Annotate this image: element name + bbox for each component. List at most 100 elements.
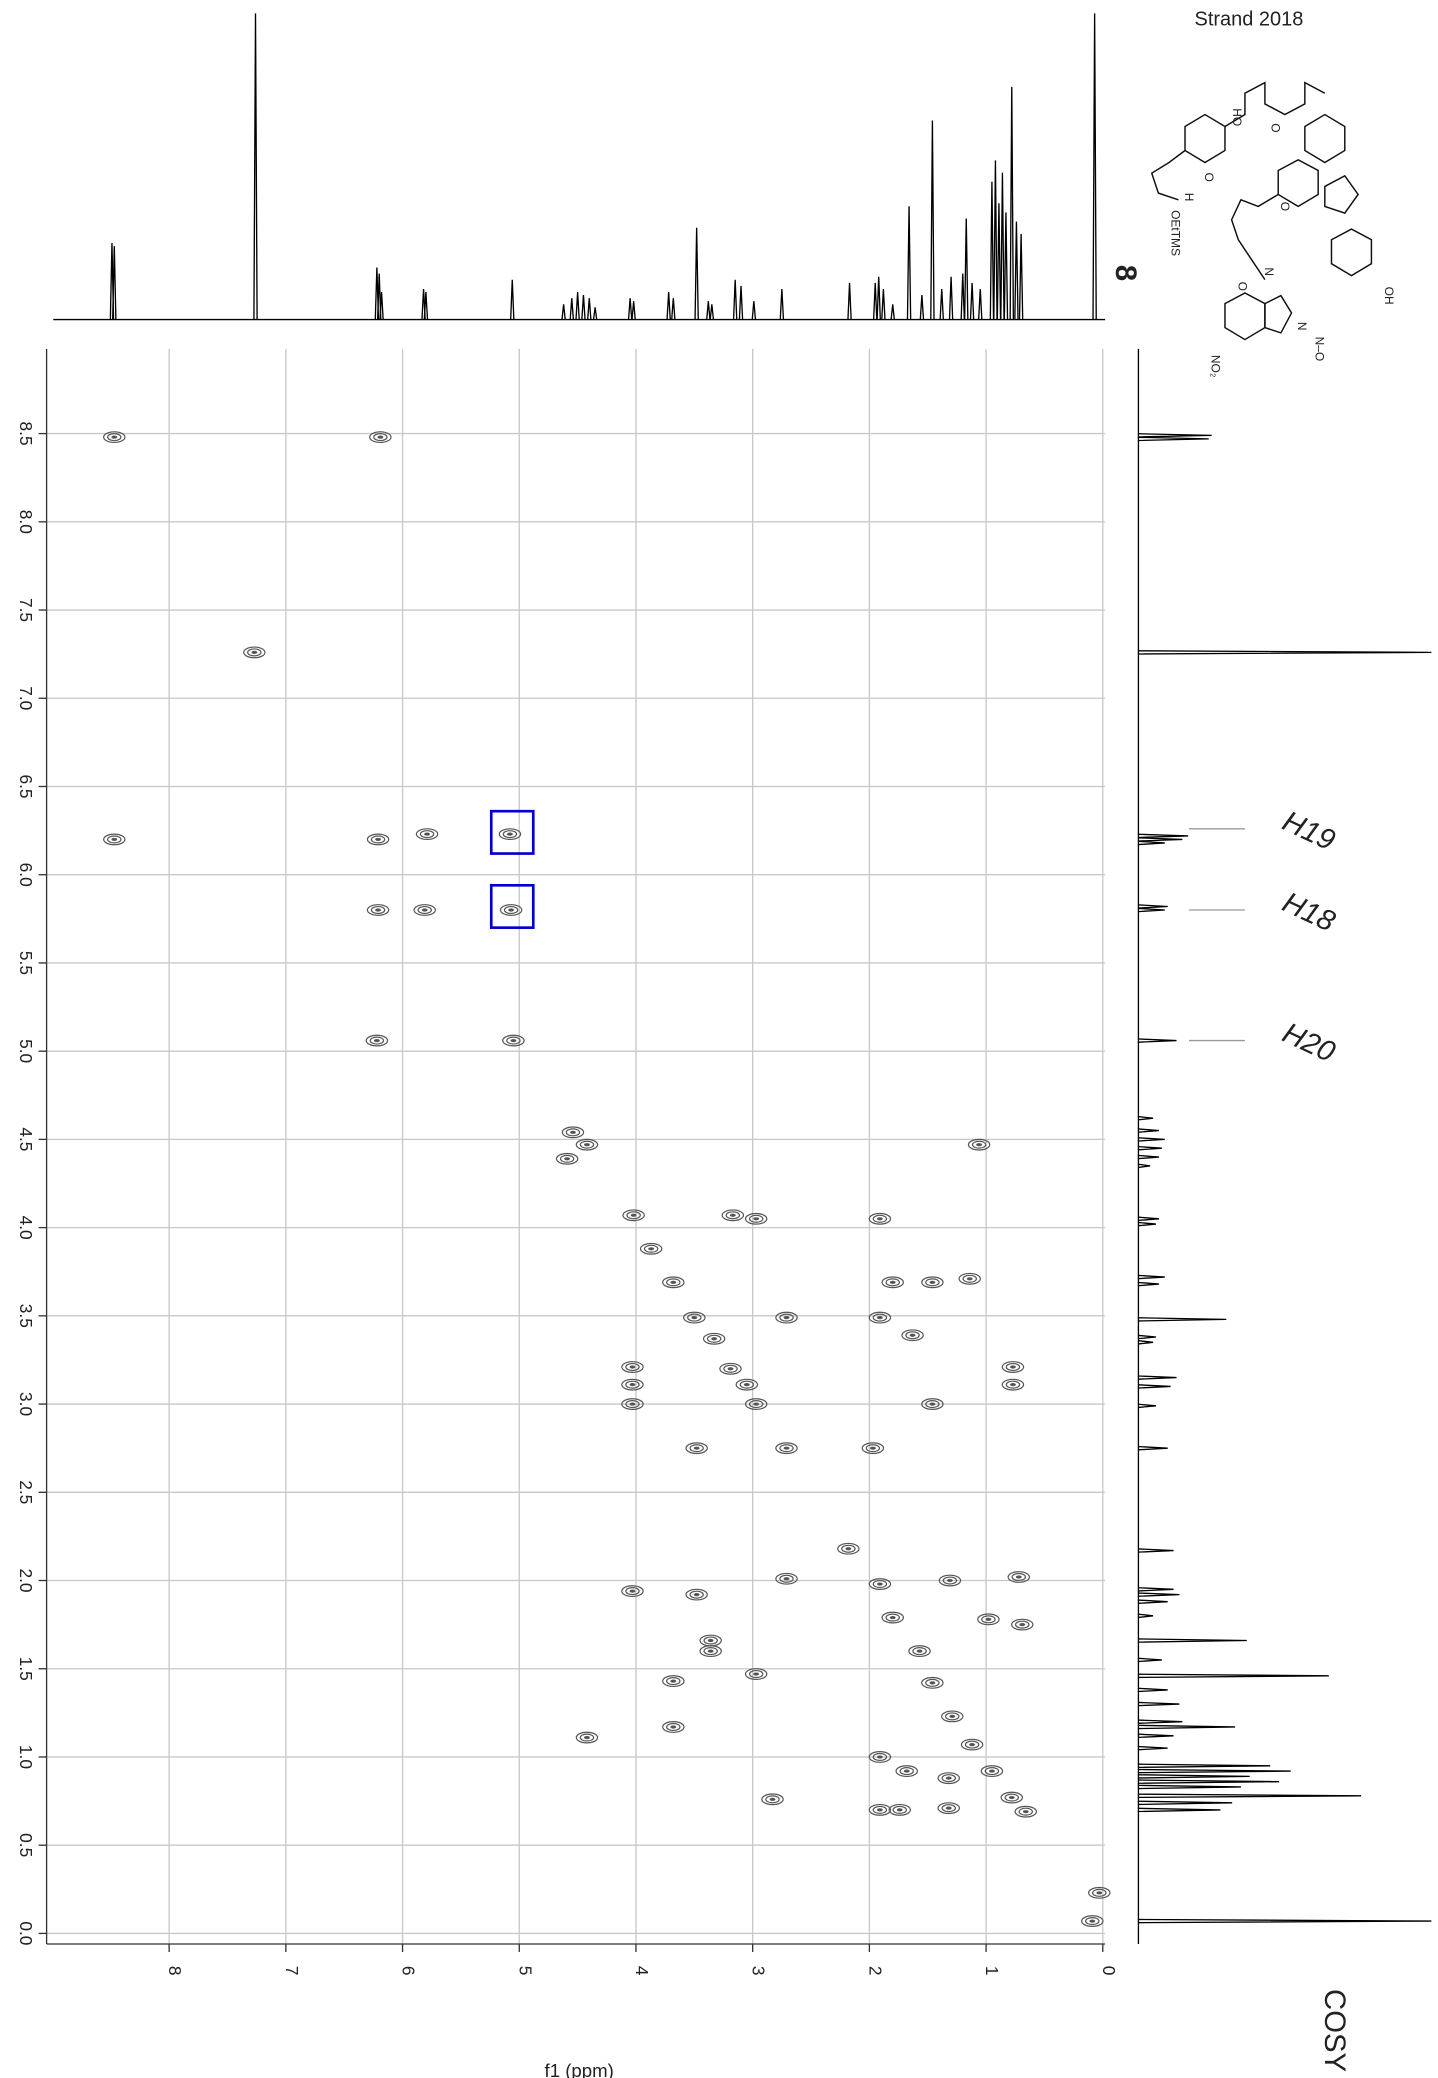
ring [1325, 176, 1358, 213]
x-tick-label: 4 [632, 1966, 652, 1976]
annotation-label: H19 [1278, 805, 1341, 858]
spectrum-peak [1138, 434, 1211, 437]
y-tick-label: 5.5 [16, 951, 36, 975]
contour-ring [728, 1367, 734, 1370]
structure-label: N [1295, 322, 1309, 331]
contour-ring [1089, 1919, 1095, 1922]
spectrum-peak [511, 280, 514, 320]
contour-ring [564, 1157, 570, 1160]
spectrum-peak [1138, 1702, 1179, 1705]
structure-label: O [1235, 282, 1249, 291]
contour-ring [584, 1143, 590, 1146]
spectrum-peak [695, 228, 698, 320]
contour-ring [630, 1365, 636, 1368]
spectrum-peak [1138, 1775, 1249, 1778]
contour-ring [708, 1639, 714, 1642]
contour-ring [877, 1217, 883, 1220]
contour-ring [1023, 1810, 1029, 1813]
structure-label: OEtTMS [1169, 210, 1183, 256]
contour-ring [917, 1650, 923, 1653]
contour-ring [375, 908, 381, 911]
y-tick-label: 8.0 [16, 510, 36, 534]
spectrum-peak [940, 289, 943, 320]
spectrum-peak [752, 301, 755, 319]
contour-ring [947, 1579, 953, 1582]
contour-ring [890, 1616, 896, 1619]
y-tick-label: 7.0 [16, 686, 36, 710]
x-tick-label: 5 [515, 1966, 535, 1976]
contour-ring [670, 1679, 676, 1682]
contour-ring [508, 908, 514, 911]
structure-label: OH [1382, 287, 1396, 305]
y-tick-label: 0.5 [16, 1833, 36, 1857]
contour-ring [730, 1214, 736, 1217]
spectrum-peak [1138, 834, 1188, 837]
spectrum-peak [1138, 905, 1167, 908]
spectrum-peak [1138, 1658, 1161, 1661]
y-tick-label: 6.5 [16, 774, 36, 798]
spectrum-peak [1138, 1217, 1159, 1220]
spectrum-peak [979, 289, 982, 320]
y-tick-label: 4.5 [16, 1127, 36, 1151]
contour-ring [870, 1447, 876, 1450]
contour-ring [507, 833, 513, 836]
spectrum-peak [1138, 1614, 1153, 1617]
spectrum-peak [576, 292, 579, 320]
spectrum-peak [1138, 1780, 1279, 1783]
contour-ring [784, 1577, 790, 1580]
y-tick-label: 5.0 [16, 1039, 36, 1063]
contour-ring [570, 1131, 576, 1134]
contour-ring [969, 1743, 975, 1746]
structure-label: O [1278, 202, 1292, 211]
y-tick-label: 2.5 [16, 1480, 36, 1504]
spectrum-peak [562, 304, 565, 319]
page: {"chart_data": { "type": "contour", "tit… [0, 0, 1438, 2078]
spectrum-peak [582, 295, 585, 319]
spectrum-peak [891, 304, 894, 319]
structure-label: N–O [1313, 337, 1327, 362]
structure-label: H [1182, 193, 1196, 202]
spectrum-peak [667, 292, 670, 320]
contour-ring [784, 1316, 790, 1319]
y-tick-label: 6.0 [16, 863, 36, 887]
spectrum-peak [1138, 1039, 1176, 1042]
contour-ring [111, 838, 117, 841]
y-tick-label: 2.0 [16, 1568, 36, 1592]
x-tick-label: 1 [982, 1966, 1002, 1976]
x-tick-label: 2 [865, 1966, 885, 1976]
structure-label: O [1202, 172, 1216, 181]
x-tick-label: 8 [165, 1966, 185, 1976]
structure-label: NO₂ [1209, 355, 1223, 378]
contour-ring [1010, 1383, 1016, 1386]
spectrum-peak [1138, 1801, 1232, 1804]
structure-label: O [1269, 123, 1283, 132]
spectrum-peak [588, 298, 591, 319]
contour-ring [946, 1777, 952, 1780]
contour-ring [967, 1277, 973, 1280]
spectrum-peak [931, 121, 934, 320]
contour-ring [976, 1143, 982, 1146]
y-tick-label: 3.5 [16, 1304, 36, 1328]
ring [1225, 293, 1265, 340]
y-tick-label: 8.5 [16, 422, 36, 446]
contour-ring [711, 1337, 717, 1340]
highlight-box [491, 811, 533, 853]
spectrum-peak [997, 203, 1000, 319]
contour-ring [630, 1383, 636, 1386]
spectrum-peak [874, 283, 877, 320]
spectrum-peak [1138, 1734, 1173, 1737]
contour-ring [691, 1316, 697, 1319]
contour-ring [630, 1402, 636, 1405]
contour-ring [845, 1547, 851, 1550]
contour-ring [1010, 1365, 1016, 1368]
contour-ring [374, 1039, 380, 1042]
contour-ring [929, 1281, 935, 1284]
contour-ring [946, 1807, 952, 1810]
x-tick-label: 6 [399, 1966, 419, 1976]
spectrum-peak [570, 298, 573, 319]
spectrum-peak [990, 182, 993, 320]
contour-ring [1096, 1891, 1102, 1894]
spectrum-peak [1138, 1725, 1235, 1728]
spectrum-peak [632, 301, 635, 319]
x-axis-label: f1 (ppm) [545, 2060, 614, 2078]
